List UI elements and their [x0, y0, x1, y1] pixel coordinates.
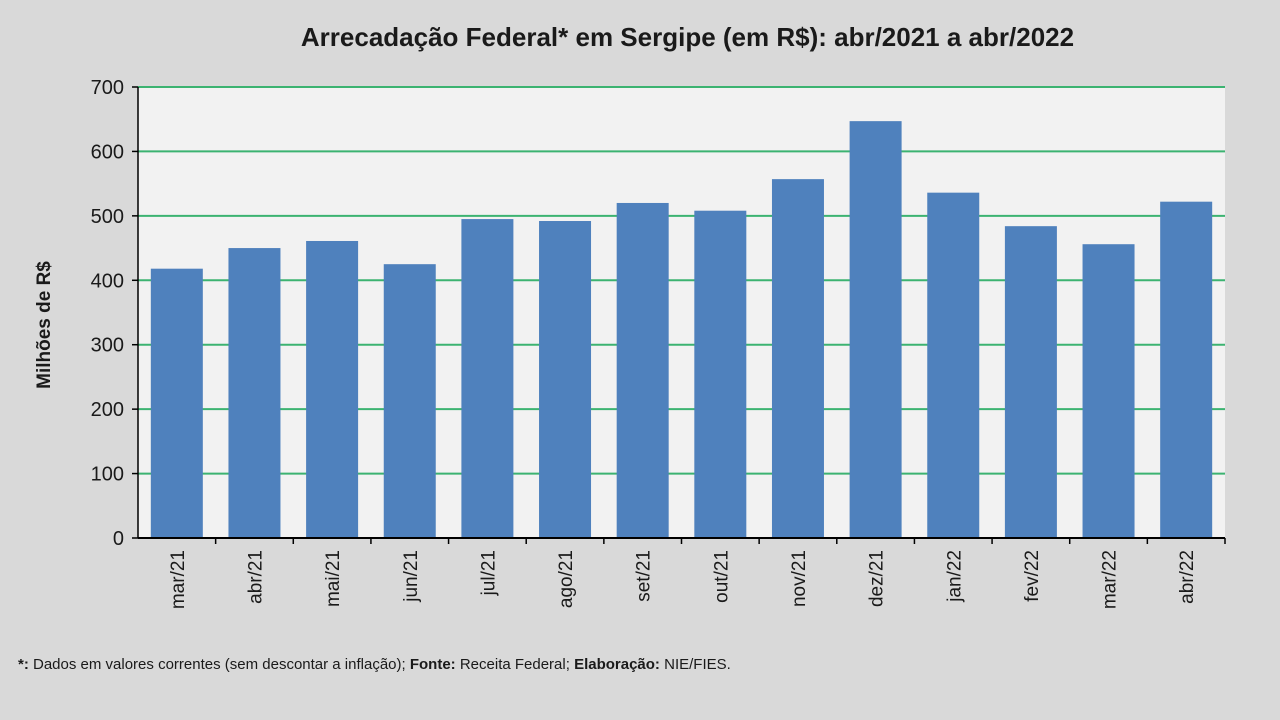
- x-tick-label: fev/22: [1022, 550, 1043, 602]
- y-tick-label: 200: [91, 399, 124, 421]
- bar: [461, 219, 514, 539]
- footnote-star: *:: [18, 656, 29, 673]
- x-tick-label: jul/21: [478, 550, 499, 596]
- footnote-text: Dados em valores correntes (sem desconta…: [28, 656, 410, 673]
- x-tick-label: jun/21: [401, 550, 422, 603]
- x-tick-label: set/21: [634, 550, 655, 602]
- footnote-elaboration: NIE/FIES.: [659, 656, 731, 673]
- x-tick-label: jan/22: [944, 550, 965, 603]
- x-tick-label: dez/21: [867, 550, 888, 607]
- bar: [849, 121, 902, 538]
- x-tick-label: mar/22: [1100, 550, 1121, 609]
- bar: [306, 240, 359, 538]
- plot-area: [138, 87, 1225, 538]
- y-tick-label: 700: [91, 77, 124, 99]
- bar: [539, 221, 592, 539]
- y-tick-label: 500: [91, 206, 124, 228]
- bar: [150, 268, 203, 538]
- bar: [1004, 226, 1057, 538]
- y-tick-label: 400: [91, 270, 124, 292]
- x-tick-label: abr/21: [245, 550, 266, 604]
- x-tick-label: out/21: [711, 550, 732, 603]
- bar: [694, 210, 747, 538]
- footnote-elaboration-label: Elaboração:: [574, 656, 660, 673]
- bar: [927, 192, 980, 539]
- y-tick-label: 0: [113, 528, 124, 550]
- x-tick-label: mai/21: [323, 550, 344, 607]
- x-tick-label: mar/21: [168, 550, 189, 609]
- bar: [616, 202, 669, 538]
- bar: [771, 179, 824, 538]
- x-tick-label: abr/22: [1177, 550, 1198, 604]
- bar: [228, 248, 281, 539]
- bar: [1082, 244, 1135, 538]
- bar: [383, 264, 436, 538]
- footnote: *: Dados em valores correntes (sem desco…: [18, 656, 731, 673]
- chart-title: Arrecadação Federal* em Sergipe (em R$):…: [300, 22, 1075, 52]
- footnote-source: Receita Federal;: [455, 656, 575, 673]
- x-tick-label: ago/21: [556, 550, 577, 608]
- y-tick-label: 100: [91, 464, 124, 486]
- bar: [1160, 201, 1213, 538]
- y-tick-label: 300: [91, 335, 124, 357]
- bar-chart: 0 100 200 300 400 500 600 700 mar/21 abr/21 mai/21…: [91, 77, 1226, 609]
- y-tick-label: 600: [91, 141, 124, 163]
- footnote-source-label: Fonte:: [409, 656, 456, 673]
- x-tick-label: nov/21: [789, 550, 810, 607]
